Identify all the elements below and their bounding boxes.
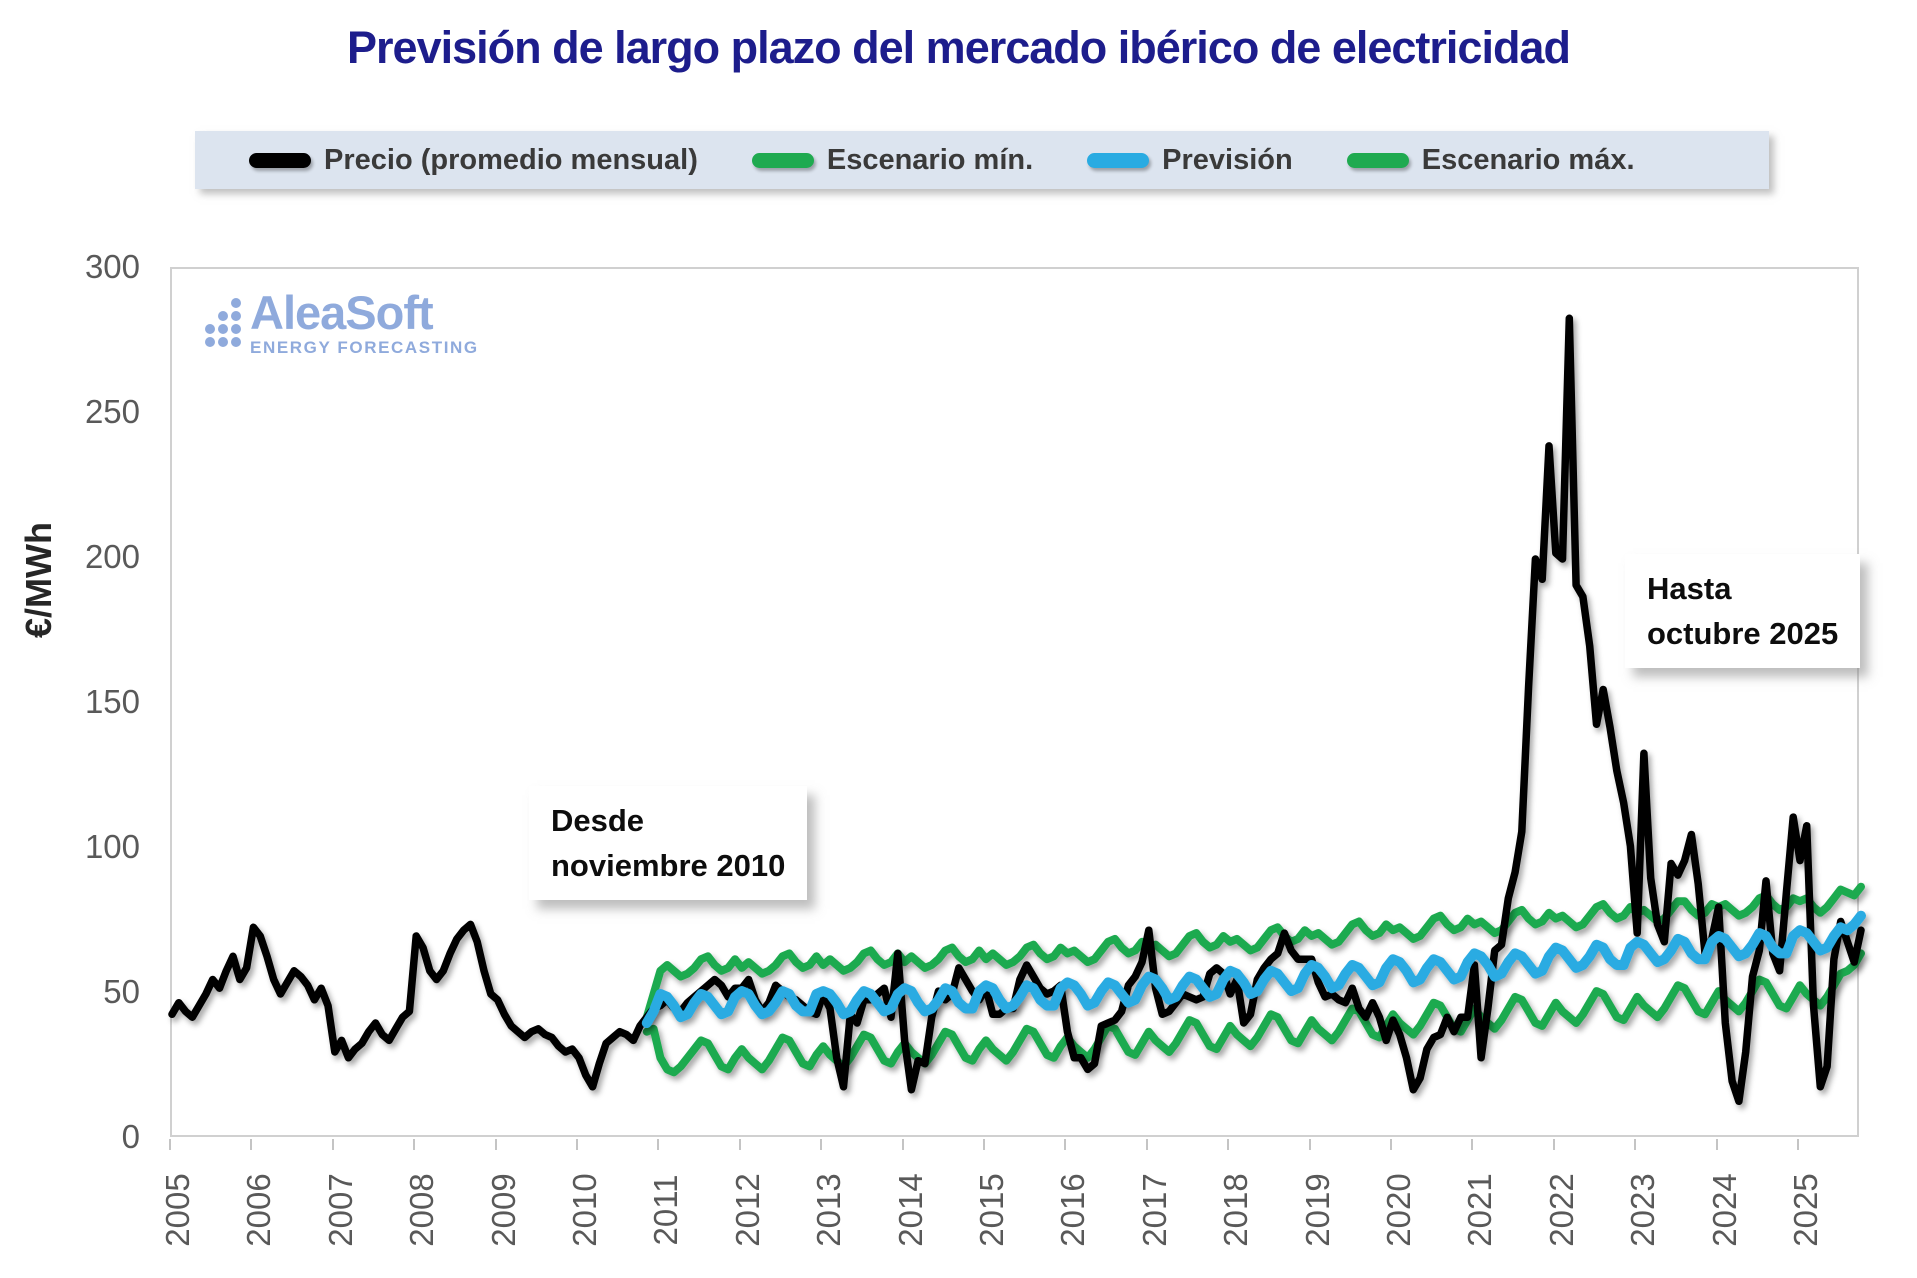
x-tick-mark <box>1552 1139 1555 1150</box>
y-tick-label: 0 <box>121 1118 140 1155</box>
x-tick-mark <box>169 1139 171 1150</box>
x-tick-mark <box>1389 1139 1392 1150</box>
x-tick-mark <box>1308 1139 1311 1150</box>
annotation-line: Desde <box>551 803 645 838</box>
x-tick-mark <box>575 1139 578 1150</box>
legend-marker-icon <box>1087 152 1150 168</box>
logo-tagline-text: ENERGY FORECASTING <box>250 338 479 357</box>
x-tick-mark <box>738 1139 741 1150</box>
x-tick-mark <box>901 1139 904 1150</box>
x-tick-mark <box>1145 1139 1148 1150</box>
page-title: Previsión de largo plazo del mercado ibé… <box>347 22 1571 73</box>
legend-marker-icon <box>249 152 311 168</box>
x-tick-mark <box>1796 1139 1799 1150</box>
chart-canvas <box>168 314 1866 1106</box>
series-line-2 <box>641 910 1866 1028</box>
legend-item-label: Escenario máx. <box>1421 143 1635 176</box>
plot-area <box>168 267 1866 1137</box>
logo-brand-text: AleaSoft <box>250 286 434 339</box>
legend-item-label: Precio (promedio mensual) <box>324 143 698 176</box>
legend-item-1: Escenario mín. <box>751 143 1034 177</box>
annotation-line: octubre 2025 <box>1647 616 1839 651</box>
y-tick-label: 100 <box>84 828 140 865</box>
x-tick-mark <box>982 1139 985 1150</box>
series-line-0 <box>168 314 1865 1106</box>
x-tick-mark <box>820 1139 823 1150</box>
legend-marker-icon <box>751 152 814 168</box>
legend-item-label: Escenario mín. <box>826 143 1034 176</box>
y-tick-label: 200 <box>84 538 140 575</box>
x-tick-mark <box>1064 1139 1067 1150</box>
annotation-forecast-end: Hasta octubre 2025 <box>1625 554 1861 668</box>
x-tick-mark <box>1715 1139 1718 1150</box>
x-tick-mark <box>494 1139 497 1150</box>
annotation-line: Hasta <box>1647 571 1732 606</box>
legend-marker-icon <box>1346 152 1409 168</box>
annotation-forecast-start: Desde noviembre 2010 <box>529 786 808 900</box>
y-tick-label: 50 <box>103 973 140 1010</box>
x-tick-mark <box>331 1139 334 1150</box>
x-tick-mark <box>1227 1139 1230 1150</box>
x-tick-mark <box>657 1139 660 1150</box>
legend-item-2: Previsión <box>1087 144 1293 177</box>
y-tick-label: 250 <box>84 393 140 430</box>
annotation-line: noviembre 2010 <box>551 848 786 883</box>
legend-item-3: Escenario máx. <box>1346 143 1635 177</box>
legend-item-label: Previsión <box>1162 143 1293 176</box>
x-tick-mark <box>1634 1139 1637 1150</box>
y-axis-title: €/MWh <box>18 522 59 638</box>
y-tick-label: 300 <box>84 248 140 285</box>
y-tick-label: 150 <box>84 683 140 720</box>
chart-legend: Precio (promedio mensual) Escenario mín. P… <box>195 131 1769 189</box>
legend-item-0: Precio (promedio mensual) <box>249 144 698 177</box>
x-tick-mark <box>250 1139 253 1150</box>
x-tick-label: 2025 <box>1786 1173 1824 1247</box>
aleasoft-logo: AleaSoft ENERGY FORECASTING <box>205 289 479 358</box>
x-tick-mark <box>413 1139 416 1150</box>
logo-dots-icon <box>205 295 244 347</box>
x-tick-mark <box>1471 1139 1474 1150</box>
